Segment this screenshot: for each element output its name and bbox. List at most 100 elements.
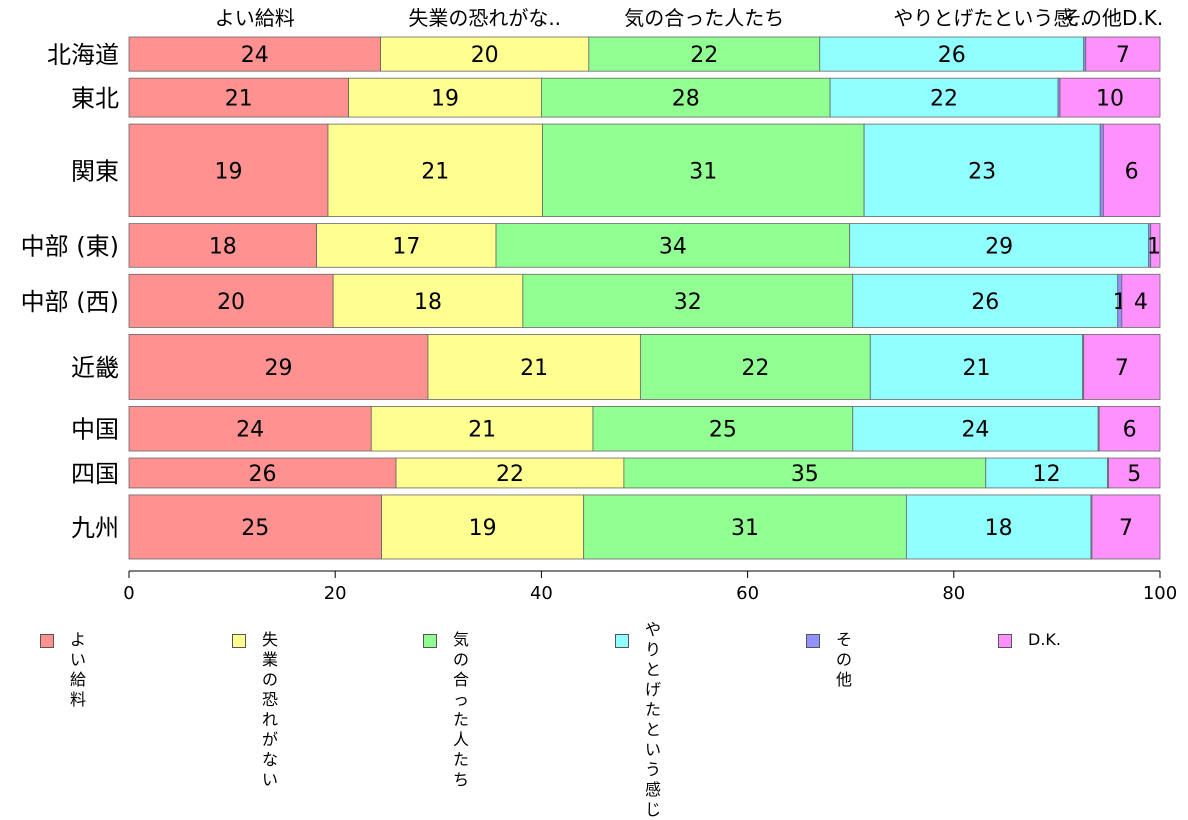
bar-segment-0-0 bbox=[128, 36, 381, 72]
bar-segment-1-5 bbox=[1059, 77, 1161, 118]
data-label-4-5: 4 bbox=[1134, 290, 1148, 315]
bar-segment-3-5 bbox=[1150, 223, 1161, 268]
column-header-1: 失業の恐れがな.. bbox=[408, 6, 561, 30]
data-label-7-3: 12 bbox=[1033, 462, 1061, 487]
column-header-0: よい給料 bbox=[215, 6, 295, 30]
column-header-other-dk: その他D.K. bbox=[1062, 6, 1163, 30]
data-label-6-1: 21 bbox=[468, 418, 496, 443]
category-label-0: 北海道 bbox=[47, 41, 119, 69]
column-header-2: 気の合った人たち bbox=[624, 6, 784, 30]
bar-segment-2-0 bbox=[128, 123, 329, 218]
data-label-0-1: 20 bbox=[471, 43, 499, 68]
bar-segment-2-4 bbox=[1099, 123, 1104, 218]
data-label-0-2: 22 bbox=[690, 43, 718, 68]
category-label-3: 中部 (東) bbox=[21, 232, 119, 260]
bar-segment-6-3 bbox=[852, 406, 1099, 452]
bar-segment-5-0 bbox=[128, 334, 429, 400]
data-label-5-2: 22 bbox=[741, 356, 769, 381]
data-label-3-1: 17 bbox=[392, 234, 420, 259]
bar-segment-7-0 bbox=[128, 457, 397, 489]
legend-swatch-congenial-people bbox=[423, 634, 437, 648]
bar-segment-1-0 bbox=[128, 77, 350, 118]
data-label-3-2: 34 bbox=[659, 234, 687, 259]
bar-segment-1-3 bbox=[829, 77, 1059, 118]
bar-segment-4-3 bbox=[852, 273, 1119, 328]
data-label-5-1: 21 bbox=[520, 356, 548, 381]
bar-segment-4-1 bbox=[332, 273, 524, 328]
data-label-1-5: 10 bbox=[1096, 87, 1124, 112]
data-label-5-0: 29 bbox=[264, 356, 292, 381]
bar-segment-1-1 bbox=[348, 77, 542, 118]
data-label-2-3: 23 bbox=[968, 159, 996, 184]
bar-segment-7-5 bbox=[1108, 457, 1161, 489]
data-label-0-5: 7 bbox=[1116, 43, 1130, 68]
bar-segment-3-1 bbox=[316, 223, 497, 268]
x-tick-label-5: 100 bbox=[1143, 583, 1177, 604]
x-tick-label-4: 80 bbox=[942, 583, 965, 604]
column-header-3: やりとげたという感.. bbox=[893, 6, 1086, 30]
legend: よい給料 失業の恐れがない 気の合った人たち やりとげた という感じ その他 D… bbox=[0, 620, 1188, 819]
category-label-1: 東北 bbox=[71, 85, 119, 113]
data-label-2-5: 6 bbox=[1125, 159, 1139, 184]
legend-swatch-job-security bbox=[232, 634, 246, 648]
data-label-2-1: 21 bbox=[421, 159, 449, 184]
legend-label-accomplishment: やりとげた という感じ bbox=[645, 620, 662, 819]
data-label-0-3: 26 bbox=[938, 43, 966, 68]
data-label-3-3: 29 bbox=[985, 234, 1013, 259]
data-label-6-0: 24 bbox=[236, 418, 264, 443]
legend-label-congenial-people: 気の合った人たち bbox=[453, 630, 470, 789]
x-tick-label-1: 20 bbox=[324, 583, 347, 604]
data-label-1-0: 21 bbox=[225, 87, 253, 112]
bar-segment-3-3 bbox=[849, 223, 1150, 268]
legend-swatch-other bbox=[806, 634, 820, 648]
legend-label-job-security: 失業の恐れがない bbox=[262, 630, 279, 789]
legend-swatch-dk bbox=[998, 634, 1012, 648]
data-label-6-2: 25 bbox=[709, 418, 737, 443]
data-label-8-0: 25 bbox=[241, 516, 269, 541]
bar-segment-7-1 bbox=[395, 457, 625, 489]
category-label-4: 中部 (西) bbox=[21, 288, 119, 316]
legend-label-other: その他 bbox=[836, 630, 853, 689]
bar-segment-0-3 bbox=[819, 36, 1085, 72]
bar-segment-7-3 bbox=[985, 457, 1108, 489]
bar-segment-8-3 bbox=[905, 494, 1092, 560]
bar-segment-8-2 bbox=[583, 494, 907, 560]
bar-segment-5-5 bbox=[1083, 334, 1161, 400]
data-label-2-0: 19 bbox=[214, 159, 242, 184]
data-label-8-3: 18 bbox=[985, 516, 1013, 541]
data-label-7-2: 35 bbox=[791, 462, 819, 487]
bar-segment-5-1 bbox=[427, 334, 641, 400]
bar-segment-1-2 bbox=[541, 77, 831, 118]
category-label-6: 中国 bbox=[71, 416, 119, 444]
data-label-1-2: 28 bbox=[672, 87, 700, 112]
bar-segment-8-5 bbox=[1091, 494, 1161, 560]
legend-swatch-good-pay bbox=[40, 634, 54, 648]
x-tick-label-0: 0 bbox=[123, 583, 134, 604]
bar-segment-4-5 bbox=[1121, 273, 1161, 328]
data-label-7-1: 22 bbox=[496, 462, 524, 487]
category-label-7: 四国 bbox=[71, 460, 119, 488]
bar-segment-2-1 bbox=[327, 123, 543, 218]
data-label-6-3: 24 bbox=[961, 418, 989, 443]
data-label-5-3: 21 bbox=[962, 356, 990, 381]
legend-label-dk: D.K. bbox=[1028, 630, 1061, 649]
x-tick-label-3: 60 bbox=[736, 583, 759, 604]
data-label-1-1: 19 bbox=[431, 87, 459, 112]
data-label-1-3: 22 bbox=[930, 87, 958, 112]
data-label-8-1: 19 bbox=[469, 516, 497, 541]
data-label-2-2: 31 bbox=[689, 159, 717, 184]
data-label-3-0: 18 bbox=[209, 234, 237, 259]
bar-segment-6-1 bbox=[370, 406, 594, 452]
data-label-5-5: 7 bbox=[1115, 356, 1129, 381]
data-label-4-0: 20 bbox=[217, 290, 245, 315]
bar-segment-2-3 bbox=[863, 123, 1101, 218]
data-label-6-5: 6 bbox=[1123, 418, 1137, 443]
category-label-8: 九州 bbox=[71, 514, 119, 542]
data-label-7-5: 5 bbox=[1127, 462, 1141, 487]
legend-swatch-accomplishment bbox=[615, 634, 629, 648]
bar-segment-0-1 bbox=[380, 36, 590, 72]
bar-segment-5-2 bbox=[639, 334, 871, 400]
bar-segment-6-2 bbox=[592, 406, 854, 452]
legend-label-good-pay: よい給料 bbox=[70, 630, 87, 709]
bar-segment-8-1 bbox=[381, 494, 585, 560]
